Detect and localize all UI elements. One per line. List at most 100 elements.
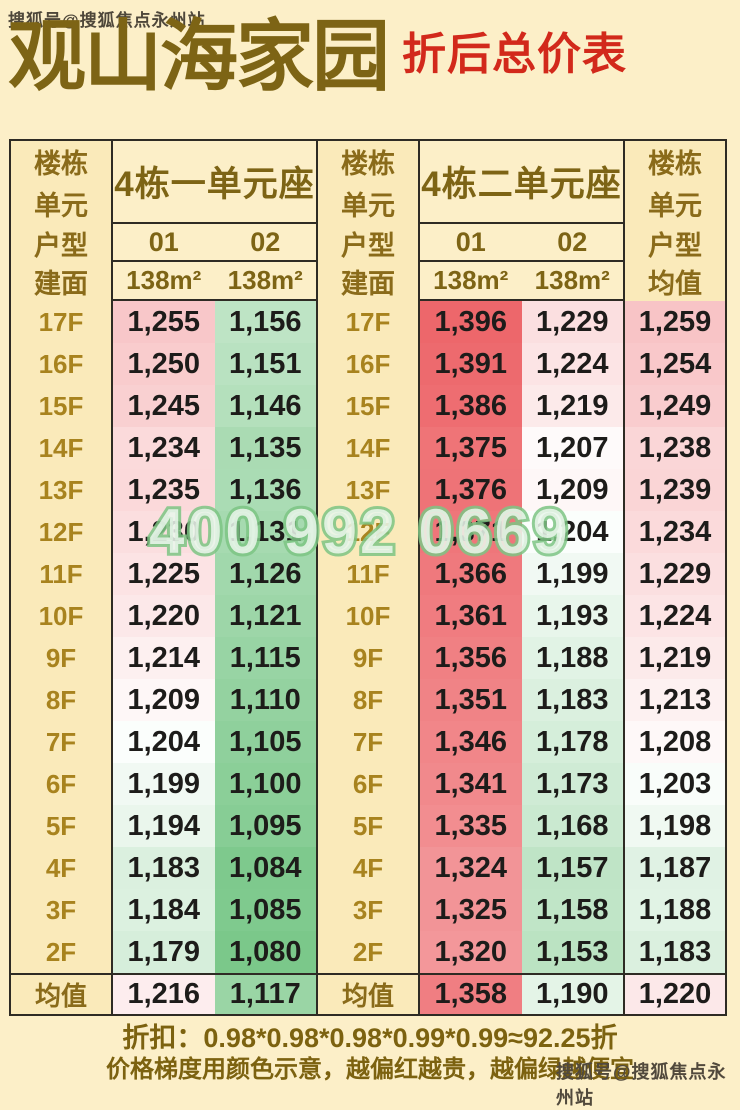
unit-numbers-row: 01 02 (113, 224, 316, 262)
floor-label: 14F (38, 432, 84, 463)
floor-label: 16F (38, 348, 84, 379)
label-right-2: 户型 (648, 230, 702, 261)
price-cell: 1,194 (113, 805, 215, 847)
avg-price-cell: 1,358 (420, 975, 522, 1014)
price-cell: 1,255 (113, 301, 215, 343)
price-cell: 1,356 (420, 637, 522, 679)
table-row: 1,225 1,126 (113, 553, 316, 595)
price-cell: 1,325 (420, 889, 522, 931)
price-cell: 1,153 (521, 931, 623, 973)
floor-label: 6F (45, 768, 77, 799)
price-cell: 1,156 (214, 301, 316, 343)
floor-label: 15F (38, 390, 84, 421)
table-row: 1,371 1,204 (420, 511, 623, 553)
table-row: 1,391 1,224 (420, 343, 623, 385)
row-average-cell: 1,188 (625, 889, 725, 931)
price-cell: 1,184 (113, 889, 215, 931)
price-cell: 1,199 (113, 763, 215, 805)
floor-label: 11F (346, 558, 390, 589)
unit-number-01: 01 (148, 226, 179, 257)
price-cell: 1,146 (214, 385, 316, 427)
price-cell: 1,193 (521, 595, 623, 637)
floor-label: 10F (345, 600, 391, 631)
price-cell: 1,168 (521, 805, 623, 847)
price-cell: 1,209 (521, 469, 623, 511)
avg-table-row: 1,216 1,117 (113, 973, 316, 1014)
table-row: 1,341 1,173 (420, 763, 623, 805)
floor-label: 16F (345, 348, 391, 379)
row-average-cell: 1,249 (625, 385, 725, 427)
price-cell: 1,135 (214, 427, 316, 469)
table-row: 1,386 1,219 (420, 385, 623, 427)
label-middle-2: 户型 (341, 230, 395, 261)
price-cell: 1,335 (420, 805, 522, 847)
unit-block-title: 4栋一单元座 (113, 141, 316, 224)
label-right-1: 单元 (648, 190, 702, 221)
floor-label: 4F (45, 852, 77, 883)
page-subtitle: 折后总价表 (402, 29, 628, 79)
price-cell: 1,151 (214, 343, 316, 385)
floor-label: 4F (352, 852, 384, 883)
label-middle-0: 楼栋 (341, 149, 395, 179)
floor-label: 5F (45, 810, 77, 841)
row-average-cell: 1,183 (625, 931, 725, 973)
floor-label: 2F (352, 936, 384, 967)
price-cell: 1,245 (113, 385, 215, 427)
label-column-left: 楼栋 单元 户型 建面 17F 16F 15F 14F 13F 12F 11F 10F 9F 8F 7F 6F… (9, 139, 113, 1016)
avg-price-cell: 1,190 (521, 975, 623, 1014)
avg-row-label: 均值 (11, 973, 111, 1014)
floor-label: 2F (45, 936, 77, 967)
table-row: 1,220 1,121 (113, 595, 316, 637)
table-row: 1,245 1,146 (113, 385, 316, 427)
price-cell: 1,230 (113, 511, 215, 553)
row-average-cell: 1,198 (625, 805, 725, 847)
row-average-cell: 1,213 (625, 679, 725, 721)
watermark-sohu-bottom: 搜狐号@搜狐焦点永州站 (556, 1062, 727, 1108)
floor-label: 17F (38, 306, 84, 337)
row-average-cell: 1,238 (625, 427, 725, 469)
label-left-2: 户型 (34, 230, 88, 261)
overall-average-cell: 1,220 (625, 973, 725, 1014)
price-cell: 1,173 (521, 763, 623, 805)
unit-areas-row: 138m² 138m² (420, 262, 623, 301)
table-row: 1,234 1,135 (113, 427, 316, 469)
unit-area: 138m² (126, 265, 202, 295)
unit-block-2: 4栋二单元座 01 02 138m² 138m² 1,396 1,229 1,391 1,224… (418, 139, 625, 1016)
price-cell: 1,351 (420, 679, 522, 721)
price-cell: 1,126 (214, 553, 316, 595)
price-cell: 1,396 (420, 301, 522, 343)
unit-number-02: 02 (557, 226, 588, 257)
price-cell: 1,235 (113, 469, 215, 511)
unit-area: 138m² (534, 265, 610, 295)
label-right-3: 均值 (648, 269, 702, 299)
discount-note: 折扣：0.98*0.98*0.98*0.99*0.99≈92.25折 (122, 1023, 618, 1053)
row-average-cell: 1,234 (625, 511, 725, 553)
table-row: 1,209 1,110 (113, 679, 316, 721)
table-row: 1,183 1,084 (113, 847, 316, 889)
table-row: 1,179 1,080 (113, 931, 316, 973)
price-cell: 1,324 (420, 847, 522, 889)
price-cell: 1,320 (420, 931, 522, 973)
row-average-cell: 1,187 (625, 847, 725, 889)
price-cell: 1,214 (113, 637, 215, 679)
floor-label: 3F (45, 894, 77, 925)
price-cell: 1,366 (420, 553, 522, 595)
floor-label: 15F (345, 390, 391, 421)
price-cell: 1,391 (420, 343, 522, 385)
floor-label: 9F (45, 642, 77, 673)
price-cell: 1,361 (420, 595, 522, 637)
price-cell: 1,179 (113, 931, 215, 973)
floor-label: 8F (45, 684, 77, 715)
price-cell: 1,250 (113, 343, 215, 385)
price-cell: 1,204 (113, 721, 215, 763)
price-cell: 1,219 (521, 385, 623, 427)
price-cell: 1,341 (420, 763, 522, 805)
price-cell: 1,207 (521, 427, 623, 469)
price-cell: 1,085 (214, 889, 316, 931)
avg-price-cell: 1,216 (113, 975, 215, 1014)
price-cell: 1,234 (113, 427, 215, 469)
avg-table-row: 1,358 1,190 (420, 973, 623, 1014)
row-average-cell: 1,203 (625, 763, 725, 805)
table-row: 1,325 1,158 (420, 889, 623, 931)
floor-label: 3F (352, 894, 384, 925)
